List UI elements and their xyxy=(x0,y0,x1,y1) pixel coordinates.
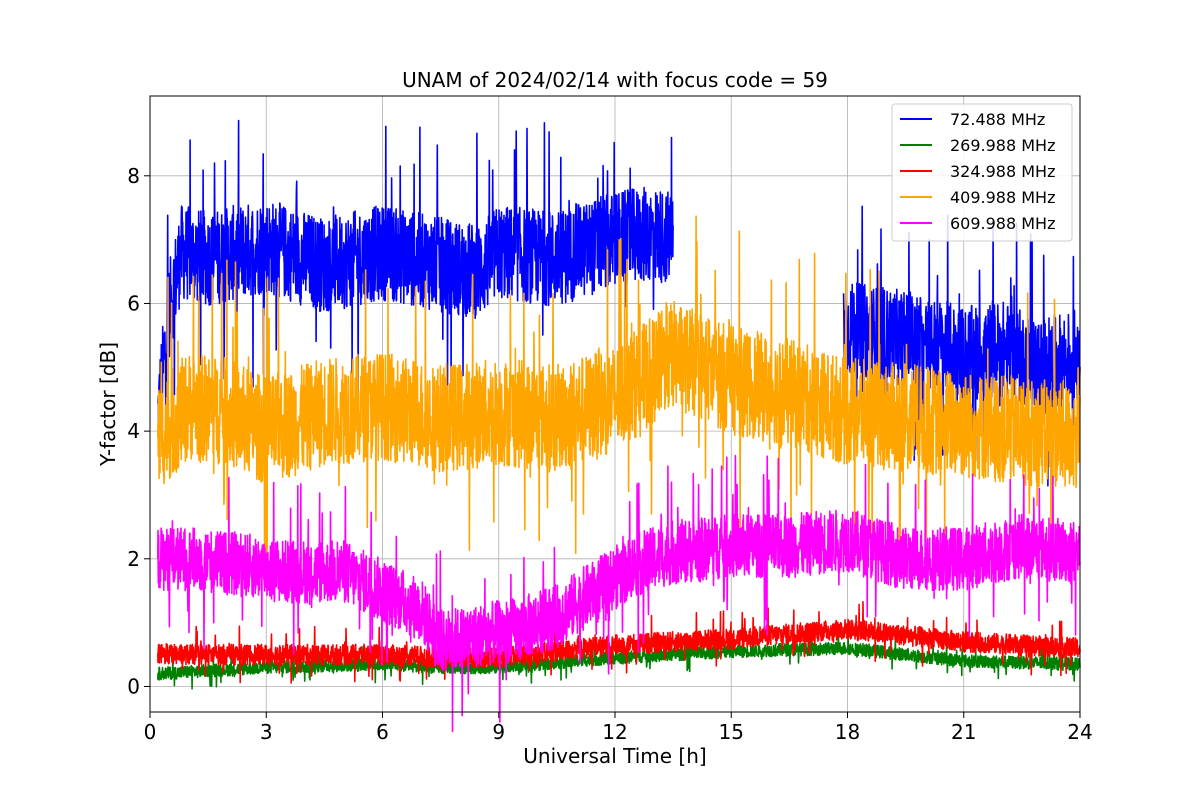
x-tick-label: 21 xyxy=(951,720,976,744)
x-axis-label: Universal Time [h] xyxy=(523,744,706,768)
legend-label: 409.988 MHz xyxy=(950,188,1055,207)
x-tick-label: 3 xyxy=(260,720,273,744)
legend-label: 72.488 MHz xyxy=(950,110,1045,129)
x-tick-label: 9 xyxy=(492,720,505,744)
chart-title: UNAM of 2024/02/14 with focus code = 59 xyxy=(402,68,828,92)
legend: 72.488 MHz 269.988 MHz 324.988 MHz 409.988 … xyxy=(891,103,1073,242)
x-tick-label: 18 xyxy=(835,720,860,744)
series-line xyxy=(157,454,1081,733)
series-line xyxy=(157,215,1081,583)
legend-label: 269.988 MHz xyxy=(950,136,1055,155)
plot-series xyxy=(157,119,1081,733)
y-tick-label: 2 xyxy=(127,547,140,571)
y-tick-label: 6 xyxy=(127,291,140,315)
legend-label: 609.988 MHz xyxy=(950,214,1055,233)
x-tick-label: 6 xyxy=(376,720,389,744)
legend-box xyxy=(891,103,1073,242)
y-tick-label: 0 xyxy=(127,674,140,698)
x-tick-label: 24 xyxy=(1067,720,1092,744)
x-tick-label: 12 xyxy=(602,720,627,744)
x-tick-label: 15 xyxy=(719,720,744,744)
y-axis-label: Y-factor [dB] xyxy=(96,342,120,467)
legend-label: 324.988 MHz xyxy=(950,162,1055,181)
series-line xyxy=(157,601,1081,684)
y-tick-label: 8 xyxy=(127,164,140,188)
series-line xyxy=(842,205,1081,487)
y-tick-label: 4 xyxy=(127,419,140,443)
x-tick-label: 0 xyxy=(144,720,157,744)
